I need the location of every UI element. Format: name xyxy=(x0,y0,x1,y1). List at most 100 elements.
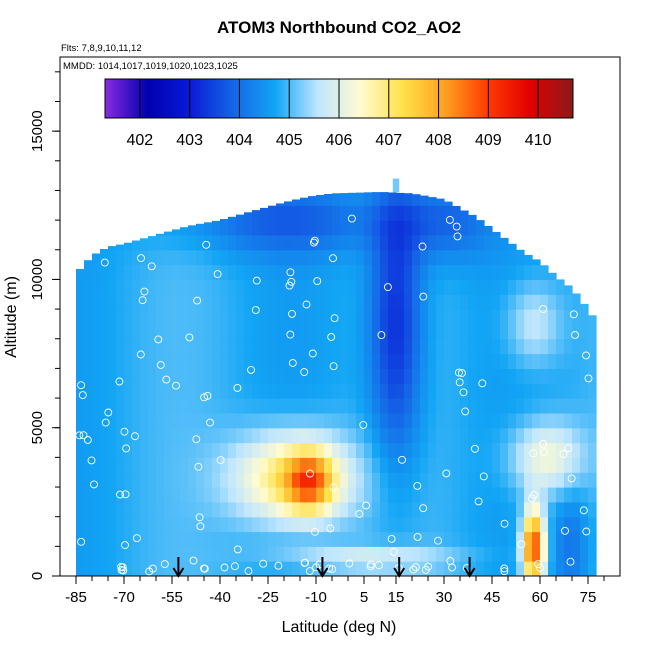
heatmap-cell xyxy=(388,546,397,562)
heatmap-cell xyxy=(276,249,285,266)
heatmap-cell xyxy=(196,442,205,458)
heatmap-cell xyxy=(372,294,381,310)
heatmap-cell xyxy=(188,531,197,547)
heatmap-cell xyxy=(460,279,469,295)
heatmap-cell xyxy=(228,338,237,355)
heatmap-cell xyxy=(172,501,181,518)
heatmap-cell xyxy=(236,383,245,399)
measurement-point xyxy=(582,527,591,536)
heatmap-cell xyxy=(436,546,445,562)
heatmap-cell xyxy=(452,279,461,295)
measurement-point xyxy=(359,420,368,429)
heatmap-cell xyxy=(308,412,317,429)
heatmap-cell xyxy=(84,457,93,473)
heatmap-cell xyxy=(564,427,573,444)
heatmap-cell xyxy=(588,338,597,355)
measurement-point xyxy=(569,310,578,319)
heatmap-cell xyxy=(284,546,293,562)
heatmap-cell xyxy=(532,353,541,369)
heatmap-cell xyxy=(452,383,461,399)
heatmap-cell xyxy=(140,531,149,547)
heatmap-cell xyxy=(532,309,541,325)
heatmap-cell xyxy=(340,234,349,251)
heatmap-cell xyxy=(100,398,109,414)
heatmap-cell xyxy=(124,457,133,473)
measurement-point xyxy=(478,379,487,388)
heatmap-cell xyxy=(476,234,485,251)
heatmap-cell xyxy=(436,531,445,547)
heatmap-cell xyxy=(100,561,109,576)
heatmap-cell xyxy=(364,205,373,221)
heatmap-cell xyxy=(132,472,141,488)
heatmap-cell xyxy=(356,309,365,325)
heatmap-cell xyxy=(500,279,509,295)
heatmap-cell xyxy=(404,338,413,355)
heatmap-cell xyxy=(484,516,493,533)
heatmap-cell xyxy=(572,427,581,444)
heatmap-cell xyxy=(468,442,477,458)
heatmap-cell xyxy=(124,427,133,444)
heatmap-cell xyxy=(396,264,405,280)
heatmap-cell xyxy=(140,427,149,444)
heatmap-cell xyxy=(196,516,205,533)
heatmap-cell xyxy=(516,294,525,310)
heatmap-cell xyxy=(516,457,525,473)
heatmap-cell xyxy=(204,472,213,488)
heatmap-cell xyxy=(316,205,325,221)
heatmap-cell xyxy=(556,309,565,325)
heatmap-cell xyxy=(228,457,237,473)
heatmap-cell xyxy=(180,531,189,547)
heatmap-cell xyxy=(492,338,501,355)
heatmap-cell xyxy=(260,353,269,369)
measurement-point xyxy=(122,444,131,453)
heatmap-cell xyxy=(316,516,325,533)
heatmap-cell xyxy=(444,546,453,562)
heatmap-cell xyxy=(564,412,573,429)
heatmap-cell xyxy=(100,249,109,266)
heatmap-cell xyxy=(372,561,381,576)
heatmap-cell xyxy=(196,487,205,503)
heatmap-cell xyxy=(572,412,581,429)
heatmap-cell xyxy=(436,323,445,340)
heatmap-cell xyxy=(84,309,93,325)
heatmap-cell xyxy=(412,353,421,369)
heatmap-layer xyxy=(76,178,597,576)
heatmap-cell xyxy=(588,353,597,369)
heatmap-cell xyxy=(188,264,197,280)
heatmap-cell xyxy=(364,546,373,562)
heatmap-cell xyxy=(236,516,245,533)
heatmap-cell xyxy=(588,516,597,533)
heatmap-cell xyxy=(276,442,285,458)
heatmap-cell xyxy=(468,294,477,310)
heatmap-cell xyxy=(588,561,597,576)
heatmap-cell xyxy=(252,234,261,251)
chart-title: ATOM3 Northbound CO2_AO2 xyxy=(217,18,461,37)
heatmap-cell xyxy=(164,398,173,414)
heatmap-cell xyxy=(124,309,133,325)
measurement-point xyxy=(233,383,242,392)
heatmap-cell xyxy=(156,338,165,355)
heatmap-cell xyxy=(428,516,437,533)
heatmap-cell xyxy=(388,531,397,547)
heatmap-cell xyxy=(308,398,317,414)
heatmap-cell xyxy=(260,442,269,458)
heatmap-cell xyxy=(444,531,453,547)
heatmap-cell xyxy=(84,294,93,310)
heatmap-cell xyxy=(412,249,421,266)
heatmap-cell xyxy=(204,323,213,340)
heatmap-cell xyxy=(436,442,445,458)
heatmap-cell xyxy=(540,546,549,562)
heatmap-cell xyxy=(476,294,485,310)
heatmap-cell xyxy=(500,249,509,266)
heatmap-cell xyxy=(268,249,277,266)
heatmap-cell xyxy=(180,234,189,251)
heatmap-cell xyxy=(380,249,389,266)
heatmap-cell xyxy=(252,561,261,576)
heatmap-cell xyxy=(92,279,101,295)
heatmap-cell xyxy=(164,264,173,280)
heatmap-cell xyxy=(548,323,557,340)
heatmap-cell xyxy=(484,457,493,473)
heatmap-cell xyxy=(356,487,365,503)
heatmap-cell xyxy=(476,309,485,325)
heatmap-cell xyxy=(588,315,597,325)
